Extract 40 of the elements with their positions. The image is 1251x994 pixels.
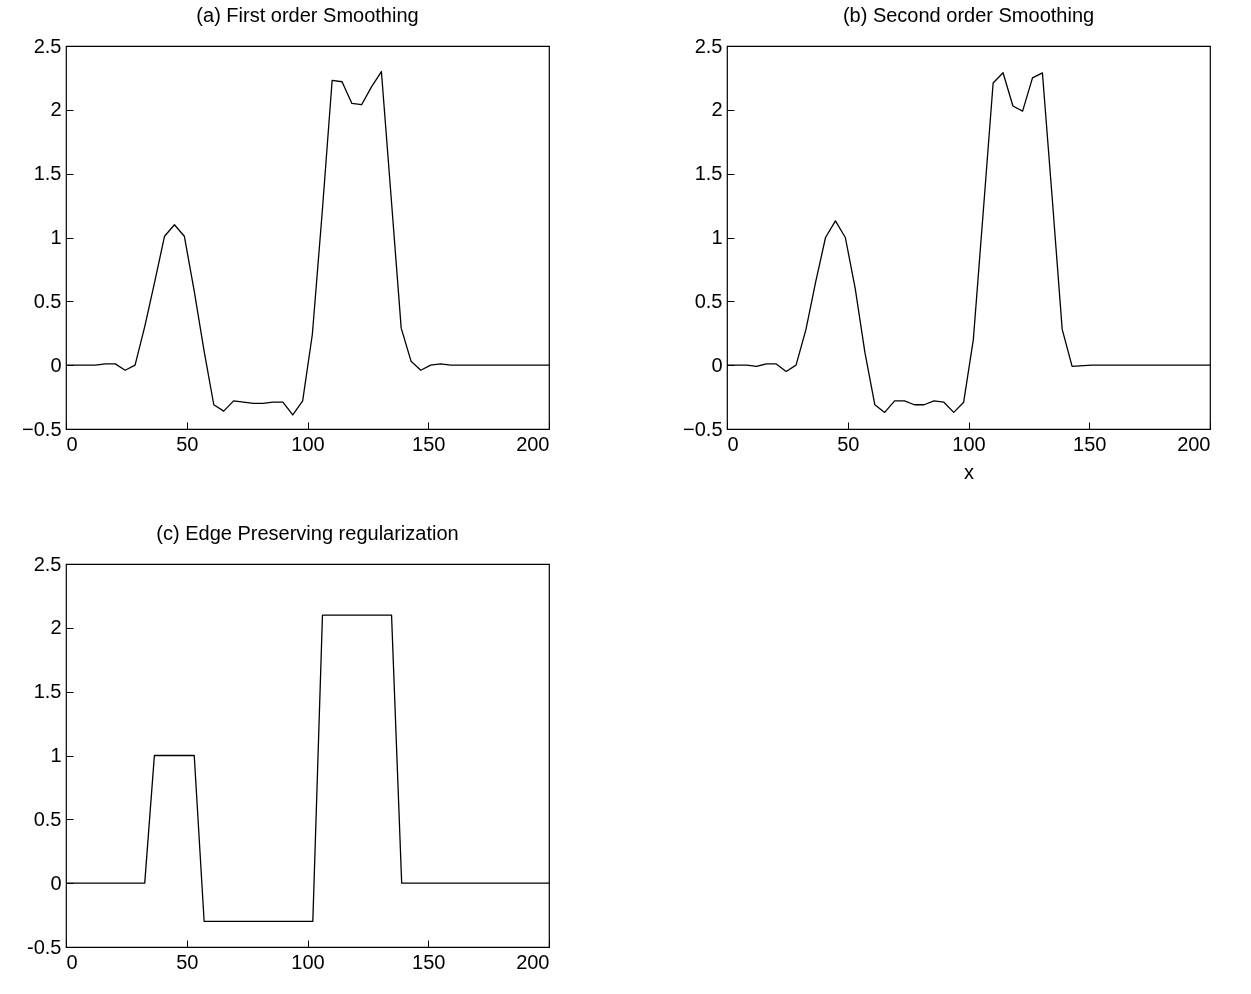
x-tick-label: 150	[412, 950, 446, 973]
y-tick-label: 0.5	[33, 807, 62, 830]
x-tick-label: 150	[412, 432, 446, 455]
y-tick-label: 2	[50, 98, 62, 121]
x-tick-label: 0	[727, 432, 739, 455]
y-tick-label: 2	[50, 616, 62, 639]
chart-title: (c) Edge Preserving regularization	[156, 522, 459, 544]
y-tick-label: 0	[50, 871, 62, 894]
x-tick-label: 50	[176, 950, 199, 973]
x-tick-label: 50	[837, 432, 860, 455]
y-tick-label: 0.5	[694, 289, 723, 312]
x-tick-label: 200	[516, 950, 550, 973]
x-tick-label: 100	[291, 432, 325, 455]
x-tick-label: 100	[952, 432, 986, 455]
y-tick-label: 1.5	[694, 162, 723, 185]
x-tick-label: 0	[66, 950, 78, 973]
y-tick-label: 0	[50, 353, 62, 376]
y-tick-label: 1	[711, 226, 723, 248]
y-tick-label: 0	[711, 353, 723, 376]
x-tick-label: 200	[1177, 432, 1211, 455]
y-tick-label: −0.5	[683, 417, 723, 440]
chart-title: (a) First order Smoothing	[196, 4, 419, 26]
x-tick-label: 50	[176, 432, 199, 455]
y-tick-label: −0.5	[22, 417, 62, 440]
y-tick-label: 2.5	[33, 552, 62, 575]
y-tick-label: 2	[711, 98, 723, 121]
x-tick-label: 150	[1073, 432, 1107, 455]
y-tick-label: 0.5	[33, 289, 62, 312]
x-tick-label: 100	[291, 950, 325, 973]
y-tick-label: 1	[50, 226, 62, 248]
y-tick-label: 2.5	[33, 34, 62, 57]
y-tick-label: -0.5	[27, 935, 62, 958]
y-tick-label: 1.5	[33, 162, 62, 185]
y-tick-label: 1.5	[33, 680, 62, 703]
y-tick-label: 1	[50, 744, 62, 766]
x-tick-label: 200	[516, 432, 550, 455]
x-axis-title: x	[964, 460, 974, 483]
y-tick-label: 2.5	[694, 34, 723, 57]
x-tick-label: 0	[66, 432, 78, 455]
chart-title: (b) Second order Smoothing	[842, 4, 1095, 26]
